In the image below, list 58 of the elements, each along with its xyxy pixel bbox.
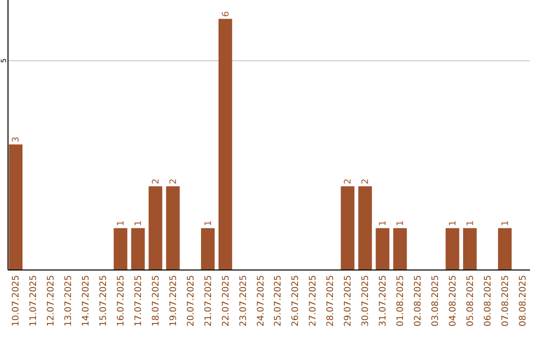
- data-label: 1: [378, 220, 389, 226]
- x-tick-label: 31.07.2025: [378, 275, 389, 327]
- x-tick-label: 27.07.2025: [308, 275, 319, 327]
- bar: [218, 18, 232, 270]
- data-label: 1: [466, 220, 476, 226]
- bar: [463, 228, 477, 270]
- x-tick-label: 12.07.2025: [46, 275, 57, 327]
- x-tick-label: 15.07.2025: [99, 275, 110, 327]
- bar: [131, 228, 145, 270]
- x-tick-label: 08.08.2025: [518, 275, 528, 327]
- x-tick-label: 20.07.2025: [186, 275, 196, 327]
- data-label: 2: [361, 178, 372, 184]
- x-tick-label: 29.07.2025: [344, 275, 354, 327]
- x-tick-label: 04.08.2025: [448, 275, 458, 327]
- data-label: 6: [221, 10, 232, 17]
- x-tick-label: 11.07.2025: [29, 275, 40, 327]
- x-tick-label: 07.08.2025: [500, 275, 511, 327]
- x-tick-label: 02.08.2025: [413, 275, 424, 327]
- x-tick-label: 19.07.2025: [168, 275, 179, 327]
- data-label: 2: [344, 178, 354, 184]
- bar: [201, 228, 215, 270]
- x-tick-label: 26.07.2025: [291, 275, 302, 327]
- x-tick-label: 01.08.2025: [396, 275, 406, 327]
- x-tick-label: 18.07.2025: [151, 275, 162, 327]
- bar: [498, 228, 512, 270]
- x-tick-label: 23.07.2025: [238, 275, 249, 327]
- bar: [166, 186, 180, 270]
- data-label: 1: [204, 220, 214, 226]
- x-tick-label: 25.07.2025: [274, 275, 284, 327]
- x-tick-label: 28.07.2025: [326, 275, 336, 327]
- x-tick-label: 30.07.2025: [361, 275, 372, 327]
- bar: [340, 186, 354, 270]
- bar: [8, 144, 22, 270]
- data-label: 1: [134, 220, 144, 226]
- data-label: 2: [168, 178, 179, 184]
- x-tick-label: 05.08.2025: [466, 275, 476, 327]
- x-tick-label: 14.07.2025: [82, 275, 92, 327]
- data-label: 1: [396, 220, 406, 226]
- x-tick-label: 17.07.2025: [134, 275, 144, 327]
- data-label: 1: [448, 220, 458, 226]
- data-label: 1: [116, 220, 127, 226]
- x-tick-label: 13.07.2025: [64, 275, 74, 327]
- x-tick-label: 06.08.2025: [483, 275, 494, 327]
- x-tick-label: 10.07.2025: [12, 275, 22, 327]
- x-tick-label: 03.08.2025: [430, 275, 441, 327]
- bar: [376, 228, 390, 270]
- x-tick-label: 22.07.2025: [221, 275, 232, 327]
- bar: [114, 228, 128, 270]
- x-tick-label: 24.07.2025: [256, 275, 266, 327]
- bar: [446, 228, 460, 270]
- bar: [393, 228, 407, 270]
- data-label: 3: [12, 136, 22, 142]
- bar: [148, 186, 162, 270]
- data-label: 2: [151, 178, 162, 184]
- x-tick-label: 16.07.2025: [116, 275, 127, 327]
- bar: [358, 186, 372, 270]
- x-tick-label: 21.07.2025: [204, 275, 214, 327]
- data-label: 1: [500, 220, 511, 226]
